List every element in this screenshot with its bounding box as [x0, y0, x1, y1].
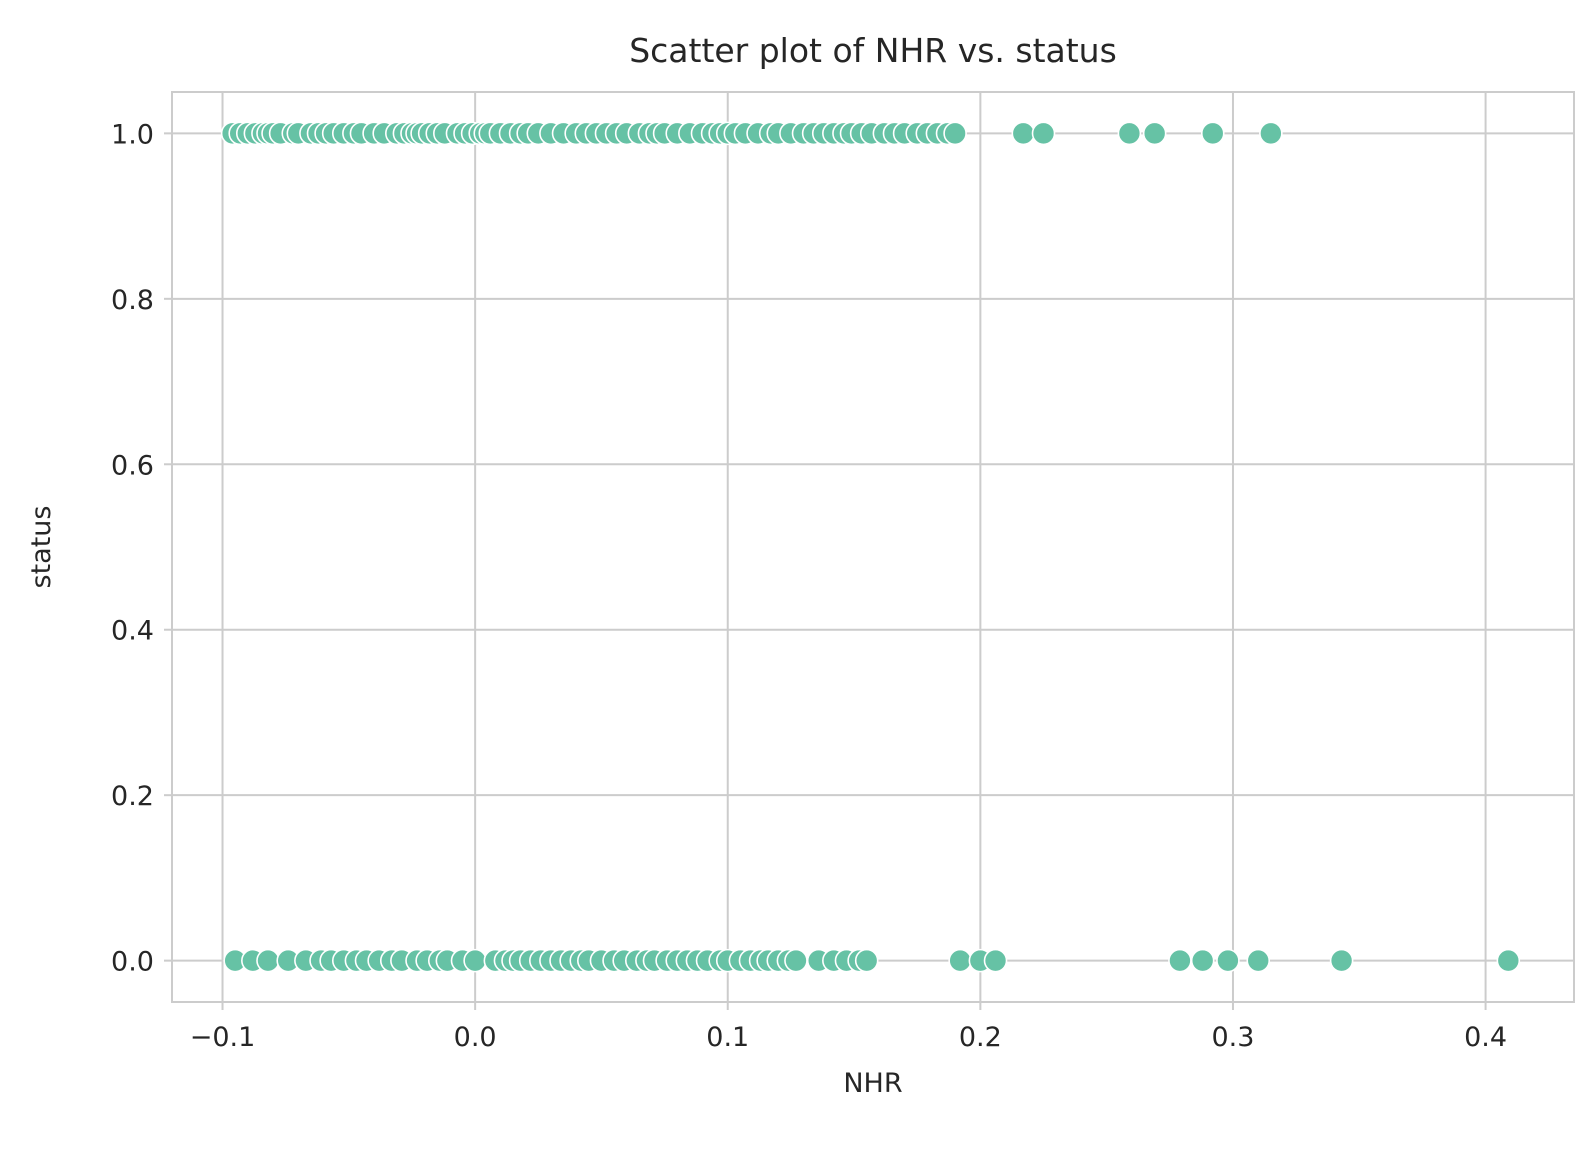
y-tick-label: 0.8: [111, 285, 154, 316]
data-point: [1259, 121, 1283, 146]
y-tick-label: 0.4: [111, 616, 154, 647]
data-point: [463, 948, 487, 973]
data-point: [1190, 948, 1215, 973]
plot-frame: [171, 91, 1575, 1003]
data-point: [1200, 121, 1225, 146]
data-point: [1246, 948, 1271, 973]
chart-title: Scatter plot of NHR vs. status: [629, 31, 1117, 70]
data-point: [784, 948, 808, 973]
data-point: [1142, 121, 1167, 146]
data-point: [854, 948, 879, 973]
x-axis-label: NHR: [843, 1068, 902, 1099]
data-point: [1031, 121, 1056, 146]
y-tick-label: 0.2: [111, 781, 154, 812]
data-point: [1168, 948, 1192, 973]
data-point: [256, 948, 280, 973]
y-tick-label: 1.0: [111, 119, 154, 150]
y-axis-ticks: 0.0 0.2 0.4 0.6 0.8 1.0: [111, 119, 172, 978]
data-point: [1216, 948, 1240, 973]
data-point: [983, 948, 1008, 973]
x-tick-label: 0.4: [1464, 1022, 1507, 1053]
data-points: [220, 121, 1521, 973]
data-point: [943, 121, 967, 146]
data-point: [1496, 948, 1521, 973]
x-tick-label: 0.3: [1211, 1022, 1254, 1053]
x-tick-label: 0.2: [959, 1022, 1002, 1053]
y-axis-label: status: [26, 506, 57, 589]
y-tick-label: 0.6: [111, 450, 154, 481]
x-tick-label: −0.1: [190, 1022, 256, 1053]
data-point: [1329, 948, 1354, 973]
x-tick-label: 0.0: [454, 1022, 497, 1053]
data-point: [948, 948, 972, 973]
y-tick-label: 0.0: [111, 947, 154, 978]
data-point: [1011, 121, 1036, 146]
data-point: [1117, 121, 1142, 146]
x-tick-label: 0.1: [706, 1022, 749, 1053]
x-axis-ticks: −0.1 0.0 0.1 0.2 0.3 0.4: [190, 1002, 1507, 1053]
